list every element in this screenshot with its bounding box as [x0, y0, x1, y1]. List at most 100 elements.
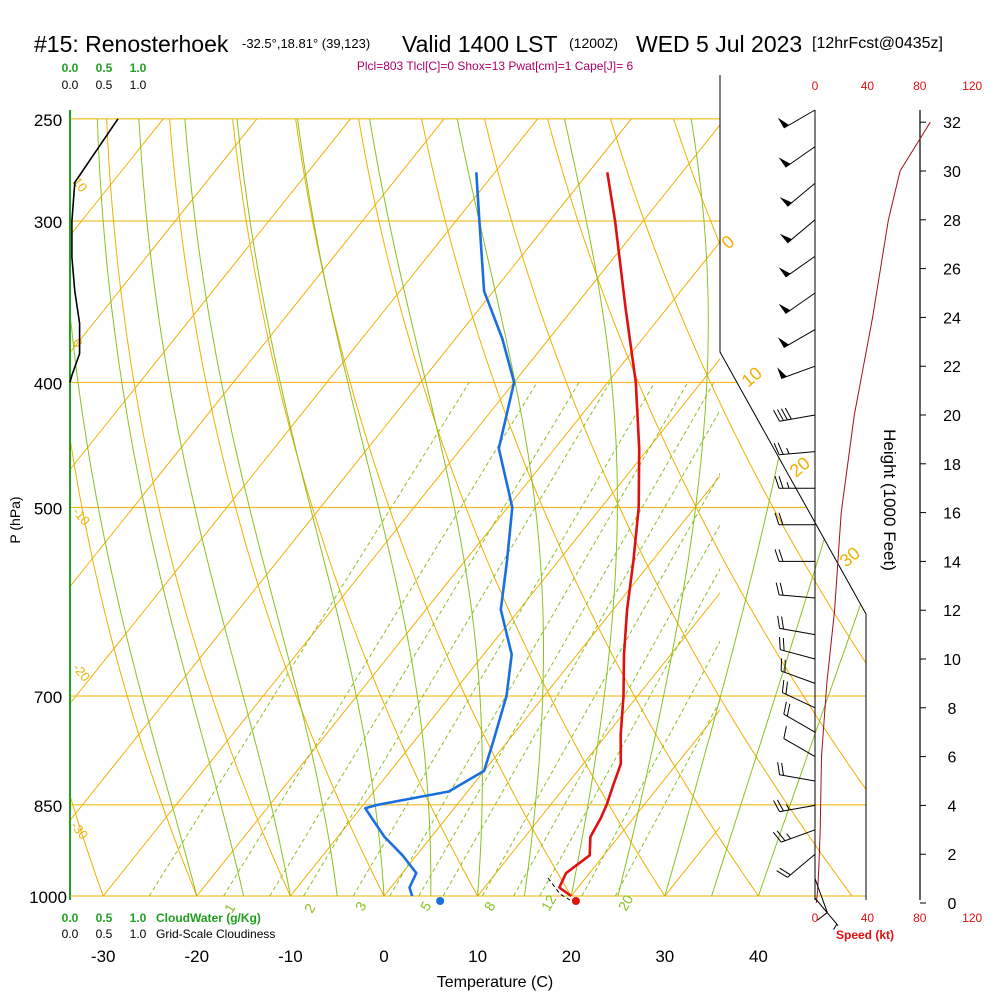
wind-barb — [814, 897, 839, 930]
height-tick-label: 14 — [943, 554, 961, 571]
height-tick-label: 24 — [943, 310, 961, 327]
mixing-ratio-line — [581, 640, 720, 897]
moist-adiabat-lines — [70, 118, 866, 897]
height-tick-label: 12 — [943, 603, 961, 620]
cloudwater-tick-bottom: 1.0 — [130, 911, 147, 925]
isobar-lines — [70, 118, 866, 897]
x-axis-title: Temperature (C) — [437, 974, 553, 991]
cloudwater-tick-bottom: 0.5 — [96, 911, 113, 925]
dry-adiabat-line — [484, 118, 853, 897]
height-tick-label: 28 — [943, 213, 961, 230]
wind-barbs — [772, 109, 839, 930]
moist-adiabat-line — [369, 118, 483, 897]
cloudiness-profile — [69, 118, 119, 383]
pressure-tick-label: 500 — [34, 499, 62, 518]
isotherm-line — [70, 118, 258, 354]
sounding-params: Plcl=803 Tlcl[C]=0 Shox=13 Pwat[cm]=1 Ca… — [357, 59, 634, 73]
moist-adiabat-line — [184, 118, 338, 897]
cloudiness-tick-top: 0.5 — [96, 78, 113, 92]
mixing-ratio-line — [303, 382, 611, 897]
wind-barb — [778, 292, 816, 315]
pressure-tick-label: 400 — [34, 374, 62, 393]
height-tick-label: 4 — [948, 798, 957, 815]
mixing-ratio-line — [389, 382, 689, 897]
wind-barb — [814, 878, 828, 921]
wind-barb — [777, 762, 816, 782]
wind-barb — [777, 109, 816, 129]
speed-tick-label-top: 80 — [913, 79, 927, 93]
temperature-tick-label: 0 — [379, 947, 388, 966]
surface-temperature-marker — [571, 897, 580, 905]
moist-adiabat-line — [70, 118, 198, 897]
wind-barb — [775, 582, 816, 599]
temperature-tick-label: -10 — [278, 947, 303, 966]
wind-barb — [780, 658, 816, 684]
cloudwater-tick-bottom: 0.0 — [62, 911, 79, 925]
mixing-ratio-line — [223, 382, 538, 897]
dry-adiabat-line — [295, 118, 572, 897]
speed-tick-label-top: 40 — [861, 79, 875, 93]
pressure-tick-label: 850 — [34, 797, 62, 816]
chart-valid-time: Valid 1400 LST — [402, 31, 558, 57]
speed-tick-label-bottom: 80 — [913, 911, 927, 925]
cloudiness-label: Grid-Scale Cloudiness — [156, 927, 275, 941]
cloudwater-tick-top: 0.5 — [96, 61, 113, 75]
moist-adiabat-line — [711, 118, 866, 897]
dry-adiabat-line — [232, 118, 479, 897]
wind-barb — [774, 549, 815, 562]
cloudiness-tick-bottom: 0.5 — [96, 927, 113, 941]
dry-adiabat-line — [610, 118, 866, 897]
wind-barb — [777, 615, 816, 636]
dry-adiabat-line — [106, 118, 291, 897]
speed-tick-label-bottom: 0 — [812, 911, 819, 925]
isotherm-line — [70, 118, 351, 471]
temperature-tick-label: -20 — [185, 947, 210, 966]
mixing-ratio-lines — [148, 382, 720, 897]
wind-barb — [778, 637, 816, 660]
mixing-ratio-line — [481, 472, 720, 897]
pressure-tick-label: 700 — [34, 688, 62, 707]
chart-date: WED 5 Jul 2023 — [636, 31, 802, 57]
height-tick-label: 32 — [943, 115, 961, 132]
mixing-ratio-label: 8 — [481, 899, 499, 914]
wind-barb — [777, 329, 816, 349]
height-tick-label: 16 — [943, 506, 961, 523]
pressure-tick-label: 1000 — [29, 888, 67, 907]
wind-barb — [773, 442, 816, 456]
dry-adiabat-line — [926, 119, 1000, 896]
cloudwater-label: CloudWater (g/Kg) — [156, 911, 261, 925]
moist-adiabat-line — [564, 118, 618, 897]
dry-adiabat-line — [70, 118, 104, 897]
mixing-ratio-label: 2 — [301, 901, 319, 916]
wind-barb — [778, 146, 816, 168]
wind-barb — [783, 726, 816, 758]
mixing-ratio-line — [148, 382, 470, 897]
mixing-ratio-line — [352, 382, 656, 897]
plot-envelope — [719, 75, 867, 900]
temperature-line — [557, 172, 641, 898]
wind-barb — [779, 219, 816, 244]
dry-adiabat-line — [70, 118, 198, 897]
temperature-tick-label: -30 — [91, 947, 116, 966]
height-axis-title: Height (1000 Feet) — [880, 429, 899, 571]
dry-adiabat-line — [989, 119, 1000, 896]
chart-zulu-time: (1200Z) — [569, 35, 618, 51]
moist-adiabat-line — [617, 118, 709, 897]
isotherm-line — [290, 358, 720, 897]
wind-barb — [776, 853, 816, 878]
height-tick-label: 20 — [943, 408, 961, 425]
wind-barb — [778, 255, 816, 278]
mixing-ratio-line — [269, 382, 580, 897]
wind-barb — [783, 701, 816, 733]
moist-adiabat-line — [297, 118, 432, 896]
height-tick-label: 2 — [948, 847, 957, 864]
cloudiness-tick-top: 0.0 — [62, 78, 79, 92]
height-tick-label: 0 — [948, 896, 957, 913]
isotherm-label: -30 — [68, 818, 92, 842]
mixing-ratio-line — [614, 699, 720, 897]
chart-title: #15: Renosterhoek — [34, 31, 229, 57]
temperature-tick-label: 40 — [749, 947, 768, 966]
isotherm-line — [70, 118, 632, 822]
